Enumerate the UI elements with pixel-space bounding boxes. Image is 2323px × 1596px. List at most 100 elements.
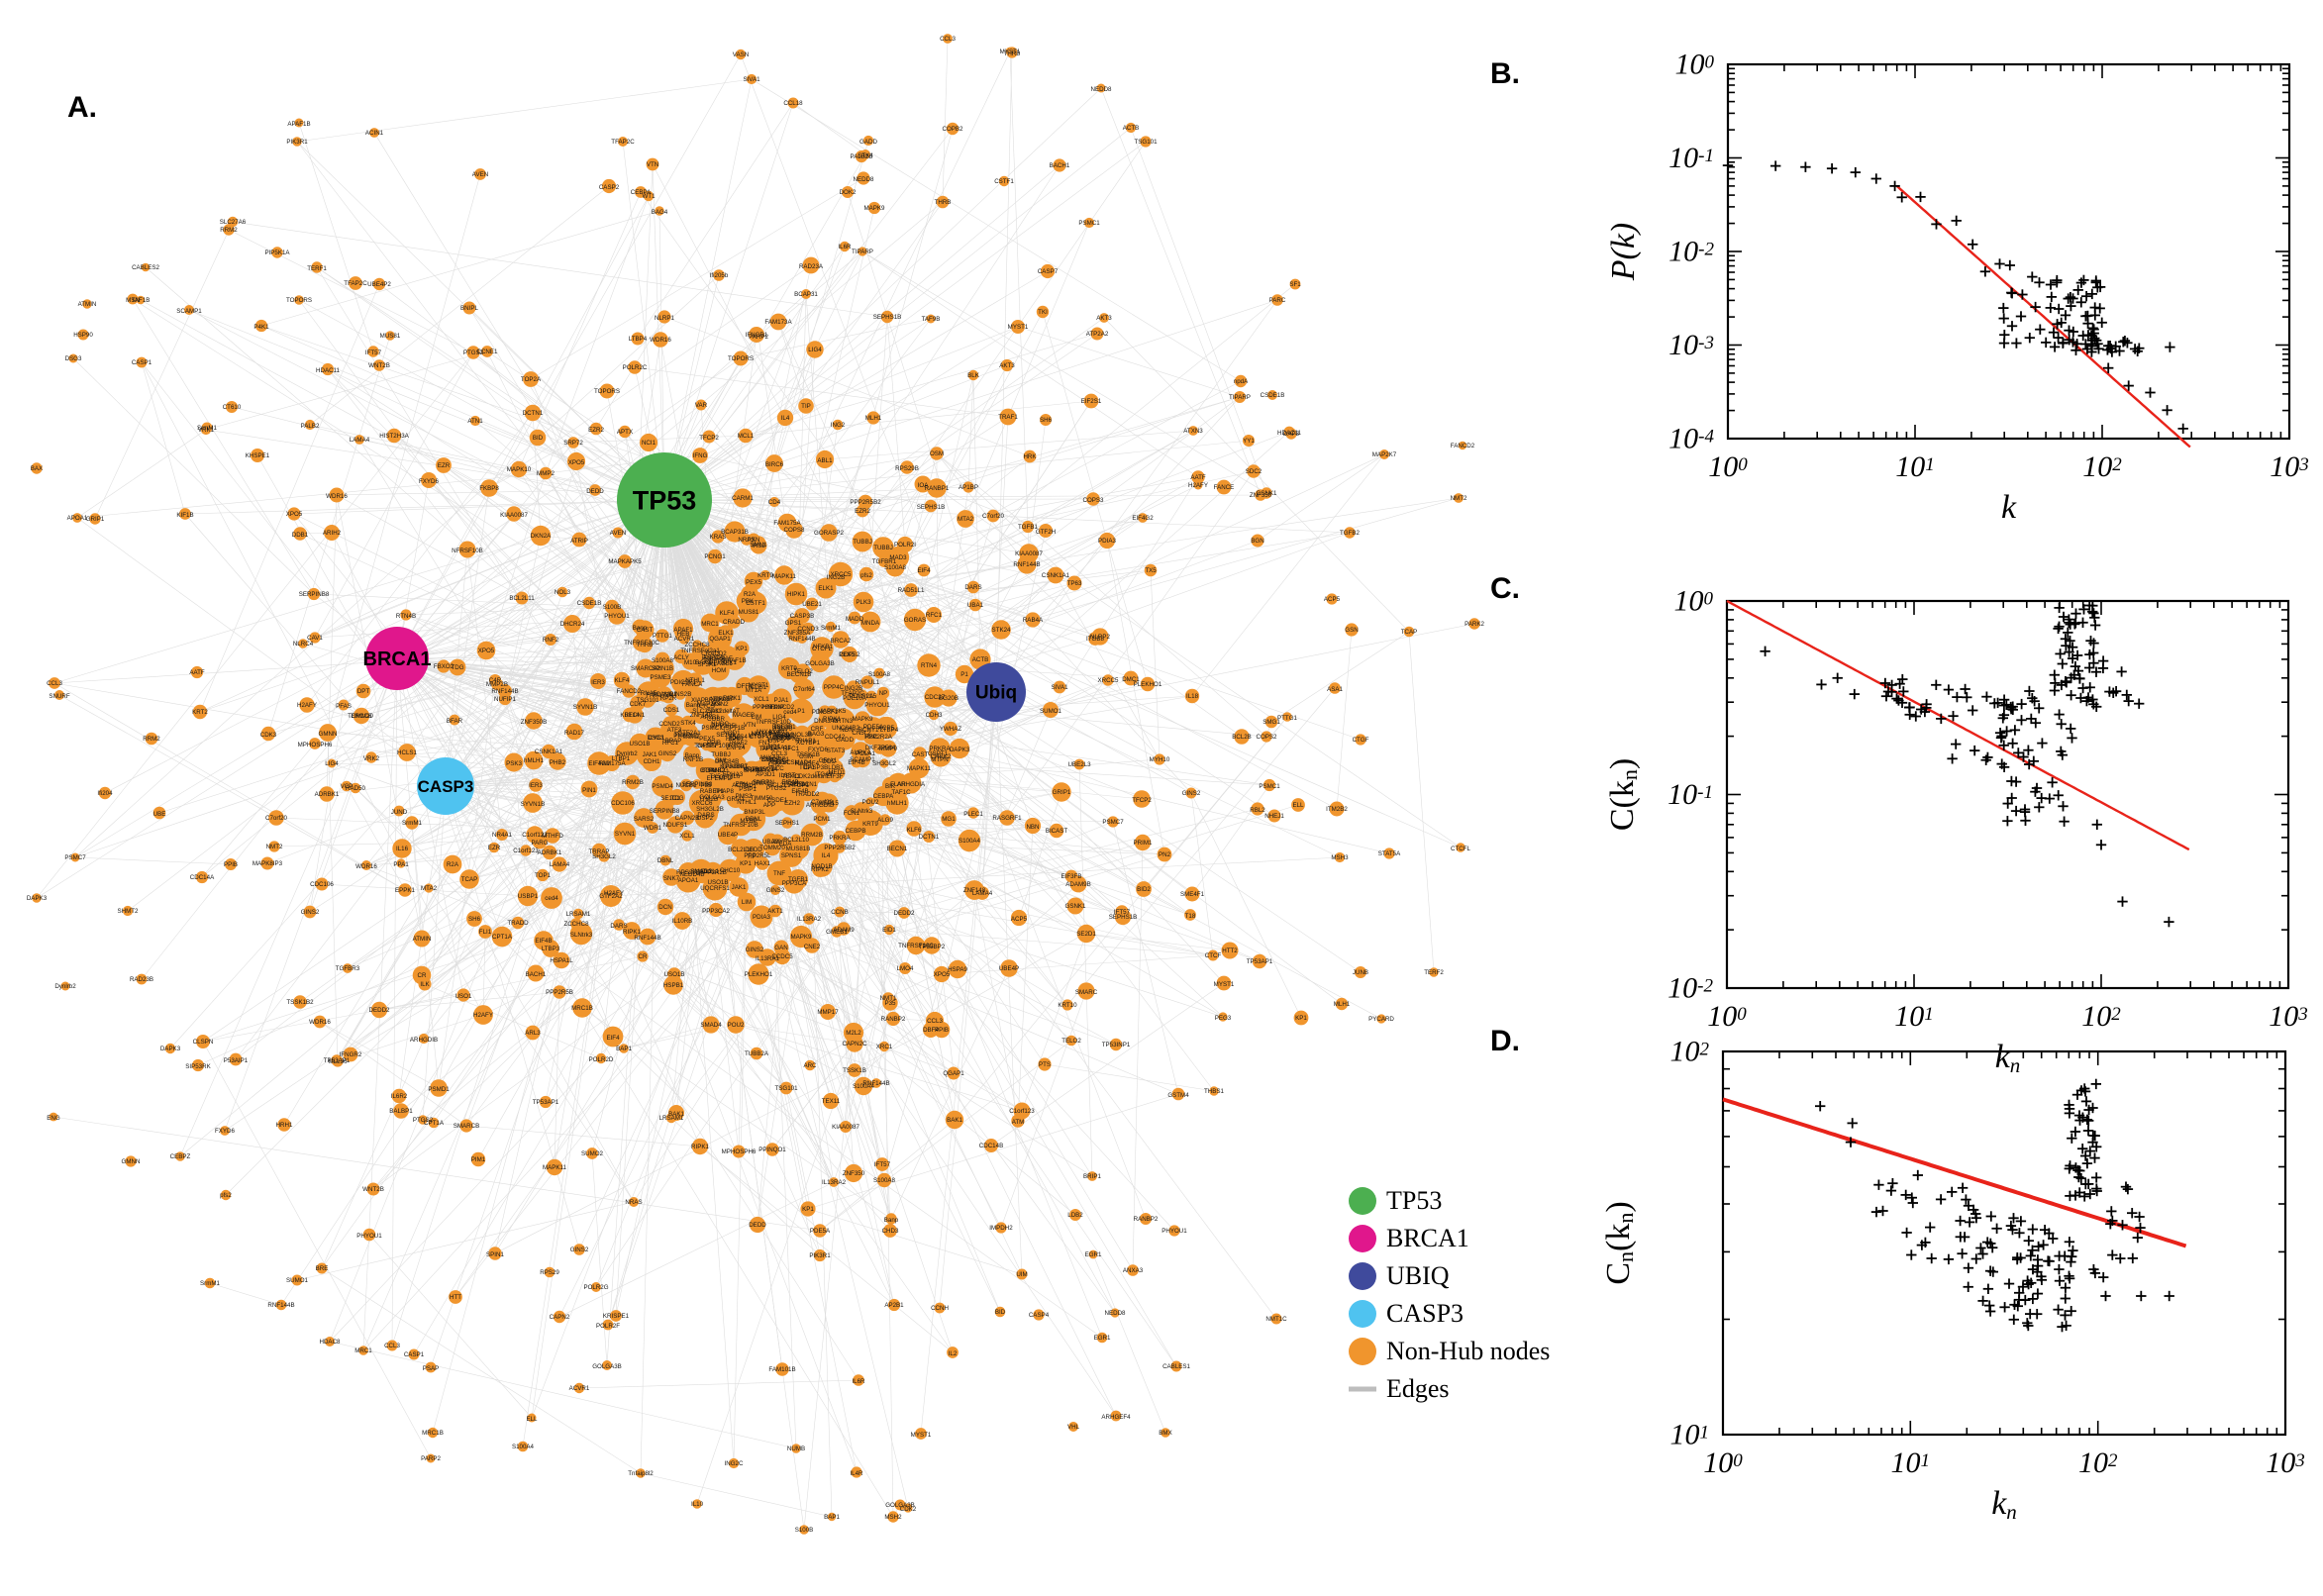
svg-text:FSCN1: FSCN1	[797, 781, 818, 788]
svg-text:LDB2: LDB2	[1067, 1212, 1083, 1219]
svg-text:EPPK1: EPPK1	[395, 887, 416, 894]
svg-text:TSG101: TSG101	[774, 1085, 798, 1092]
svg-text:M2L2: M2L2	[846, 1030, 861, 1037]
svg-text:BAP1: BAP1	[616, 1046, 632, 1052]
svg-text:RPS29: RPS29	[540, 1269, 559, 1276]
svg-text:ADAM9B: ADAM9B	[1065, 881, 1090, 888]
svg-text:P53AIP1: P53AIP1	[224, 1057, 249, 1064]
svg-text:RAD23B: RAD23B	[130, 976, 153, 983]
svg-text:GORASP2: GORASP2	[814, 530, 844, 537]
svg-text:MAPK9: MAPK9	[864, 205, 886, 212]
svg-text:BCAP31B: BCAP31B	[721, 529, 749, 536]
svg-text:CASP2: CASP2	[599, 184, 620, 191]
svg-text:COPS2: COPS2	[840, 651, 861, 658]
svg-text:Ifi204: Ifi204	[97, 790, 113, 797]
svg-text:PRKRA: PRKRA	[929, 746, 951, 752]
svg-text:USO1B: USO1B	[664, 971, 685, 978]
svg-text:ING2C: ING2C	[725, 1460, 744, 1467]
svg-text:RTN4: RTN4	[921, 662, 938, 669]
svg-text:YWHAZ: YWHAZ	[940, 726, 962, 733]
svg-text:CABLES2: CABLES2	[132, 264, 159, 271]
svg-text:TFAP2C: TFAP2C	[344, 280, 367, 287]
svg-text:TNFRSF10B: TNFRSF10B	[723, 822, 758, 829]
svg-text:FAM173A: FAM173A	[764, 319, 792, 326]
svg-text:BNIPL: BNIPL	[460, 305, 478, 312]
svg-text:S100A8: S100A8	[652, 657, 674, 664]
svg-text:DCN: DCN	[658, 904, 671, 911]
svg-text:JAK1: JAK1	[643, 751, 657, 758]
svg-text:POU2: POU2	[728, 1022, 745, 1029]
svg-text:S100A4: S100A4	[959, 838, 981, 845]
svg-text:IFNGR1: IFNGR1	[746, 332, 768, 339]
svg-text:hMLH1: hMLH1	[524, 757, 545, 764]
svg-text:PLEC1: PLEC1	[963, 811, 983, 818]
svg-text:P1: P1	[960, 671, 968, 678]
svg-text:JUND: JUND	[391, 809, 408, 816]
svg-text:EIF3FB: EIF3FB	[1061, 873, 1082, 880]
svg-text:CNE2: CNE2	[804, 944, 821, 950]
svg-text:FAM175A: FAM175A	[773, 520, 801, 527]
svg-text:RAD23A: RAD23A	[799, 263, 824, 270]
svg-text:DBNL: DBNL	[746, 816, 762, 823]
svg-text:NMT2: NMT2	[1451, 495, 1467, 502]
svg-text:BACH1: BACH1	[526, 971, 547, 978]
svg-text:NMT1: NMT1	[880, 995, 897, 1002]
svg-text:EIF4: EIF4	[606, 1035, 620, 1042]
svg-text:H2AFY: H2AFY	[1188, 482, 1208, 489]
svg-text:POLR2F: POLR2F	[596, 1323, 620, 1330]
svg-text:BCL2B: BCL2B	[1232, 734, 1252, 741]
svg-text:ARHGEF4: ARHGEF4	[1101, 1414, 1131, 1421]
svg-text:KRT2: KRT2	[192, 709, 208, 716]
svg-text:RANBP2: RANBP2	[881, 1016, 906, 1023]
svg-text:NFRSF10B: NFRSF10B	[452, 548, 483, 554]
svg-text:IL6R: IL6R	[838, 244, 852, 250]
svg-text:AKT3: AKT3	[1096, 315, 1112, 322]
svg-text:RRM2B: RRM2B	[622, 779, 644, 786]
svg-text:EGR1: EGR1	[1094, 1335, 1111, 1342]
svg-text:NHEJ1: NHEJ1	[1264, 813, 1284, 820]
svg-text:TOP2A: TOP2A	[521, 376, 542, 383]
svg-text:DHCR24: DHCR24	[560, 621, 585, 628]
svg-text:SE2D1: SE2D1	[1076, 931, 1096, 938]
svg-text:Dynlrb2: Dynlrb2	[54, 983, 76, 990]
svg-text:PSK3: PSK3	[506, 760, 522, 767]
svg-text:CCNB: CCNB	[831, 909, 849, 916]
svg-text:SPNS1: SPNS1	[781, 852, 802, 859]
svg-text:PJA1: PJA1	[774, 697, 789, 704]
svg-text:ENG: ENG	[47, 1115, 60, 1122]
svg-text:SH3GL2: SH3GL2	[872, 760, 896, 767]
svg-text:AATF: AATF	[1190, 474, 1206, 481]
svg-text:TIPARP: TIPARP	[852, 249, 873, 255]
svg-text:NLRC4: NLRC4	[293, 641, 314, 648]
svg-text:CTCFL: CTCFL	[1451, 846, 1470, 852]
svg-text:MAPK10: MAPK10	[507, 466, 532, 473]
svg-text:LDB1: LDB1	[828, 764, 844, 771]
svg-text:SUMO2: SUMO2	[581, 1150, 604, 1157]
svg-text:hMLH1: hMLH1	[887, 800, 908, 807]
svg-text:DARS: DARS	[964, 584, 981, 591]
svg-text:VHL: VHL	[1067, 1424, 1080, 1431]
svg-text:APOA1: APOA1	[67, 515, 88, 522]
svg-text:CCL3: CCL3	[927, 1018, 943, 1025]
svg-text:VASN: VASN	[733, 51, 749, 58]
svg-text:EIF4B: EIF4B	[535, 938, 552, 945]
svg-text:KHSPE1: KHSPE1	[246, 452, 270, 459]
svg-text:RANBP1: RANBP1	[925, 485, 950, 492]
svg-text:BAX: BAX	[31, 465, 43, 472]
svg-text:LRSAM1: LRSAM1	[566, 911, 591, 918]
svg-text:GINS2: GINS2	[658, 750, 677, 757]
svg-text:HTT2: HTT2	[1222, 948, 1238, 954]
svg-text:BAG4: BAG4	[652, 209, 668, 216]
svg-text:CDS1: CDS1	[663, 707, 680, 714]
svg-text:HTT: HTT	[450, 1294, 461, 1301]
svg-text:FKBP8: FKBP8	[479, 485, 499, 492]
svg-text:CEBPB: CEBPB	[846, 828, 866, 835]
svg-text:MUS81: MUS81	[380, 333, 401, 340]
svg-text:CDH3: CDH3	[926, 712, 943, 719]
svg-text:BALBP1: BALBP1	[389, 1108, 413, 1115]
svg-text:ATRIP: ATRIP	[570, 538, 588, 545]
svg-text:SYVN1B: SYVN1B	[521, 801, 545, 808]
svg-text:MLH1: MLH1	[1334, 1001, 1351, 1008]
svg-text:SME4F1: SME4F1	[1180, 891, 1205, 898]
svg-text:ARIH2: ARIH2	[323, 530, 342, 537]
